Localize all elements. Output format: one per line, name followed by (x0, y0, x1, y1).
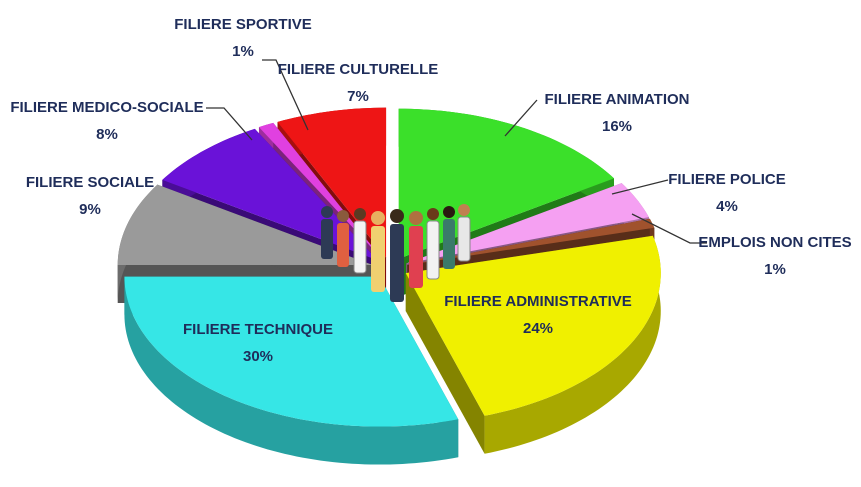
slice-side (484, 235, 661, 454)
leader-line (631, 213, 707, 244)
category-label: EMPLOIS NON CITES (698, 234, 851, 251)
value-label: 8% (96, 126, 118, 143)
labels: FILIERE ANIMATION 16% FILIERE POLICE 4% EMPL… (10, 16, 851, 365)
value-label: 4% (716, 198, 738, 215)
value-label: 16% (602, 118, 632, 135)
value-label: 1% (232, 43, 254, 60)
value-label: 7% (347, 88, 369, 105)
slice (258, 122, 382, 259)
leader-line (504, 99, 538, 137)
category-label: FILIERE ANIMATION (545, 91, 690, 108)
value-label: 30% (243, 348, 273, 365)
slice-side (405, 273, 485, 454)
leader-line (262, 59, 309, 131)
slice (405, 235, 661, 416)
value-label: 9% (79, 201, 101, 218)
leader-line (206, 107, 253, 141)
value-label: 24% (523, 320, 553, 337)
value-label: 1% (764, 261, 786, 278)
slice-side (124, 276, 459, 465)
people-illustration (321, 204, 471, 302)
category-label: FILIERE ADMINISTRATIVE (444, 293, 632, 310)
category-label: FILIERE SOCIALE (26, 174, 154, 191)
leader-line (611, 179, 669, 195)
category-label: FILIERE TECHNIQUE (183, 321, 333, 338)
category-label: FILIERE MEDICO-SOCIALE (10, 99, 203, 116)
category-label: FILIERE CULTURELLE (278, 61, 439, 78)
slice (117, 184, 373, 266)
slice (277, 107, 387, 258)
category-label: FILIERE SPORTIVE (174, 16, 312, 33)
pie (117, 107, 661, 465)
slice (124, 276, 459, 427)
category-label: FILIERE POLICE (668, 171, 786, 188)
